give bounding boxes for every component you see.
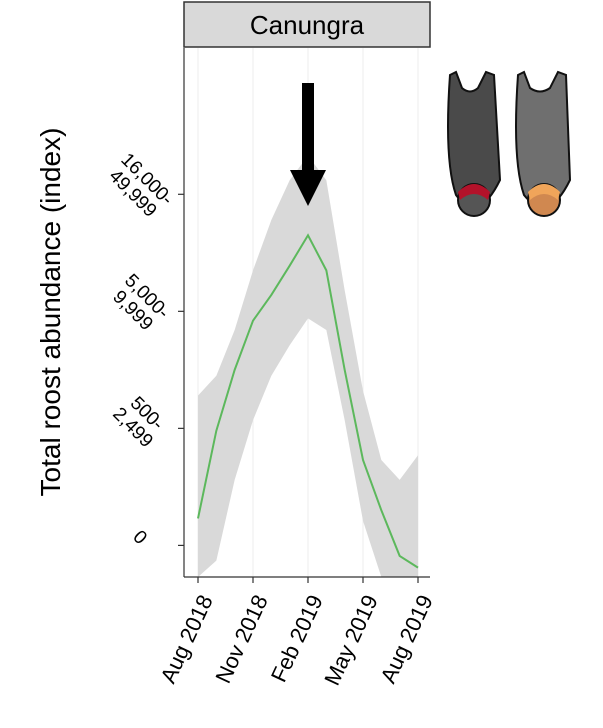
y-tick-label: 5,000-9,999 [106,270,173,337]
y-tick-label: 16,000-49,999 [102,149,177,224]
y-tick-label: 500-2,499 [108,389,171,452]
y-axis-title: Total roost abundance (index) [35,128,66,497]
x-tick-label: Feb 2019 [266,591,328,686]
bat-icon-red [448,72,500,216]
bat-icon-orange [516,72,570,216]
facet-title: Canungra [250,10,365,40]
x-tick-label: Aug 2018 [155,591,217,687]
y-tick-label: 0 [128,527,150,549]
x-tick-label: Aug 2019 [375,591,437,687]
x-tick-label: Nov 2018 [210,591,272,687]
x-tick-label: May 2019 [319,591,382,689]
chart: Canungra Total roost abundance (index) A… [0,0,603,728]
